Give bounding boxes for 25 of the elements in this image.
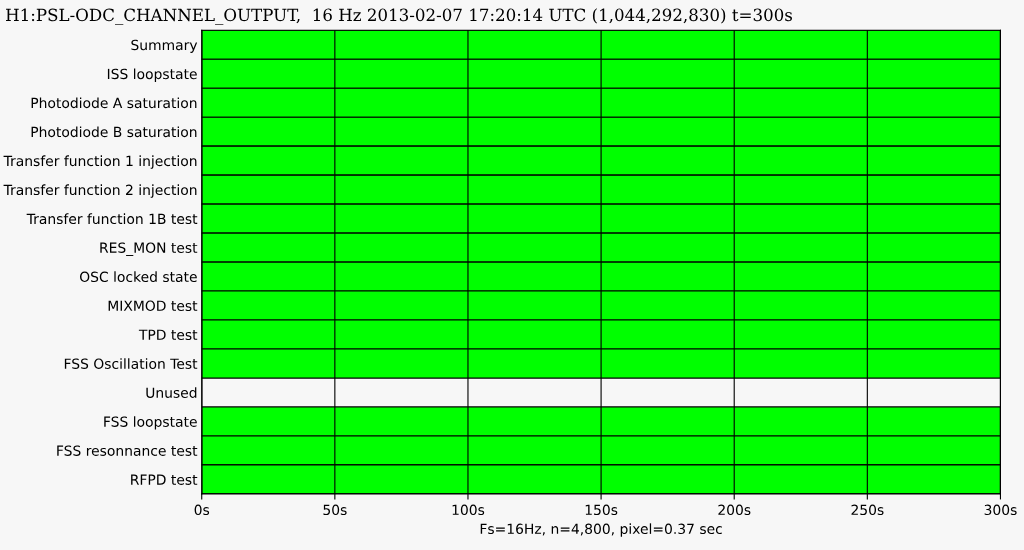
x-tick-label: 100s bbox=[452, 504, 485, 516]
y-tick-label: TPD test bbox=[138, 329, 198, 340]
x-tick-label: 200s bbox=[718, 504, 751, 516]
y-tick-label: MIXMOD test bbox=[108, 300, 198, 312]
y-tick-label: Summary bbox=[131, 39, 198, 53]
y-tick-label: ISS loopstate bbox=[107, 68, 197, 82]
y-tick-label: Transfer function 1B test bbox=[26, 213, 198, 225]
x-tick-label: 0s bbox=[194, 504, 210, 516]
y-tick-label: RES_MON test bbox=[100, 242, 198, 257]
y-tick-label: OSC locked state bbox=[79, 271, 197, 283]
y-tick-label: Unused bbox=[146, 387, 197, 398]
x-axis-title: Fs=16Hz, n=4,800, pixel=0.37 sec bbox=[480, 523, 722, 537]
x-tick-label: 250s bbox=[851, 504, 884, 516]
y-tick-label: RFPD test bbox=[131, 474, 198, 485]
y-tick-label: Photodiode B saturation bbox=[31, 126, 197, 138]
x-tick-label: 50s bbox=[323, 504, 347, 516]
chart-title: H1:PSL-ODC_CHANNEL_OUTPUT, 16 Hz 2013-02-07 17:20:14 UTC (1,044,292,830) t=300s bbox=[6, 8, 792, 25]
y-tick-label: FSS resonnance test bbox=[57, 445, 198, 456]
y-tick-label: Transfer function 1 injection bbox=[3, 155, 197, 169]
y-tick-label: Transfer function 2 injection bbox=[3, 184, 197, 198]
y-tick-label: FSS loopstate bbox=[104, 416, 197, 430]
x-tick-label: 300s bbox=[984, 504, 1017, 516]
y-tick-label: Photodiode A saturation bbox=[31, 97, 197, 109]
x-tick-label: 150s bbox=[585, 504, 618, 516]
y-tick-label: FSS Oscillation Test bbox=[64, 358, 198, 369]
